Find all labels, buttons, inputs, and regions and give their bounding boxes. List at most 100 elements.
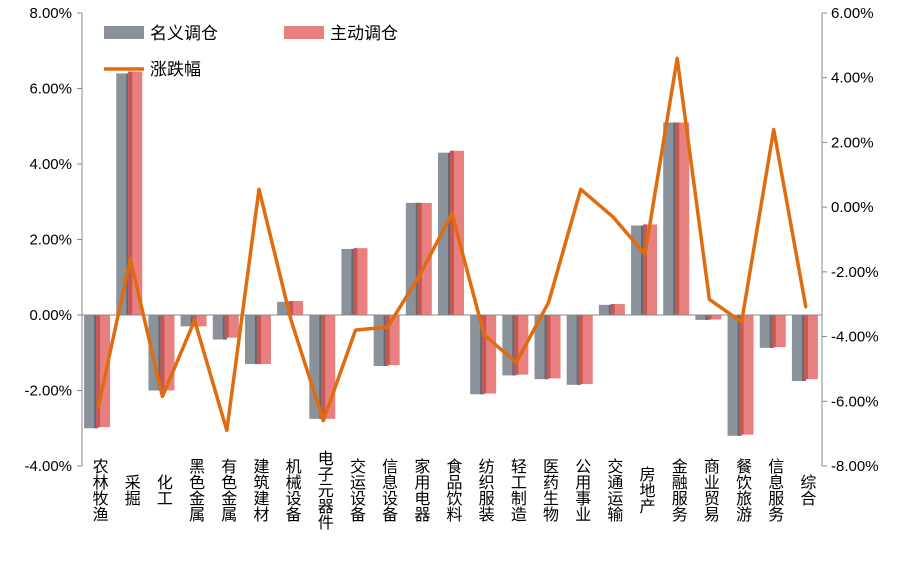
bar-shade (417, 202, 422, 315)
line-point (804, 306, 808, 309)
bar-shade (739, 315, 744, 435)
category-label-text: 综合 (797, 474, 816, 506)
bar-body (610, 304, 625, 315)
bar-body (598, 304, 613, 315)
bar-body (695, 315, 710, 320)
category-label: 化工 (154, 474, 173, 506)
bar-shade (450, 150, 454, 315)
category-label: 家用电器 (411, 458, 430, 522)
right-tick-label: 2.00% (831, 134, 874, 151)
category-label-text: 化工 (154, 474, 173, 506)
category-label: 食品饮料 (444, 458, 463, 522)
bar-shade (96, 315, 101, 428)
category-label-text: 电子元器件 (315, 450, 334, 530)
category-label: 金融服务 (669, 458, 688, 523)
left-tick-label: 2.00% (29, 232, 72, 249)
legend-label-change: 涨跌幅 (150, 60, 201, 80)
category-label-text: 信息设备 (379, 458, 398, 522)
line-point (579, 188, 582, 191)
right-tick-label: -2.00% (831, 264, 879, 281)
category-label-text: 餐饮旅游 (733, 458, 752, 523)
category-label: 电子元器件 (315, 450, 334, 530)
category-label-text: 有色金属 (218, 458, 237, 522)
bar-shade (160, 315, 165, 391)
line-point (225, 429, 228, 432)
line-point (161, 395, 164, 398)
bar-nominal (695, 315, 710, 320)
bar-nominal (791, 315, 806, 382)
category-label-text: 建筑建材 (250, 458, 269, 522)
bar-active (771, 315, 786, 348)
bar-shade (321, 315, 326, 419)
category-label: 交运设备 (347, 458, 366, 522)
line-point (643, 252, 647, 256)
bar-nominal (244, 315, 259, 365)
category-label-text: 房地产 (637, 466, 656, 514)
legend-item-change: 涨跌幅 (104, 60, 201, 80)
bar-shade (224, 315, 229, 338)
bar-nominal (759, 315, 774, 348)
line-point (676, 57, 679, 60)
left-tick-label: -4.00% (24, 458, 72, 475)
left-tick-label: 8.00% (29, 5, 72, 22)
bar-active (224, 315, 239, 338)
category-label-text: 金融服务 (669, 458, 688, 523)
legend-swatch-active (284, 26, 324, 39)
line-point (740, 320, 743, 324)
category-label-text: 公用事业 (572, 458, 591, 522)
bar-active (417, 202, 432, 315)
category-label: 餐饮旅游 (733, 458, 752, 523)
right-tick-label: -4.00% (831, 329, 879, 346)
category-label-text: 食品饮料 (444, 458, 463, 522)
right-tick-label: 0.00% (831, 199, 874, 216)
line-point (354, 328, 357, 332)
right-tick-label: 6.00% (831, 5, 874, 22)
category-label: 交通运输 (604, 458, 623, 522)
bar-nominal (502, 315, 517, 376)
line-point (611, 215, 615, 219)
line-point (322, 419, 325, 422)
bar-nominal (727, 315, 742, 436)
category-label-text: 机械设备 (283, 458, 302, 522)
bar-shade (289, 301, 294, 315)
line-point (386, 325, 389, 329)
right-tick-label: 4.00% (831, 70, 874, 87)
bar-nominal (84, 315, 99, 429)
bar-shade (675, 122, 680, 315)
bar-active (610, 304, 625, 315)
line-point (450, 212, 454, 215)
bar-body (707, 315, 722, 320)
bar-shade (803, 315, 808, 380)
category-label-text: 采掘 (122, 474, 141, 507)
bar-shade (643, 224, 648, 315)
legend-swatch-nominal (104, 26, 144, 39)
bar-active (385, 315, 400, 366)
bar-active (128, 71, 143, 315)
line-point (257, 188, 261, 191)
bar-shade (771, 315, 776, 348)
bar-active (739, 315, 754, 435)
category-label: 房地产 (637, 466, 656, 514)
bar-nominal (598, 304, 613, 315)
category-label-text: 商业贸易 (701, 458, 720, 523)
axes-layer: -4.00% -2.00% 0.00% 2.00% 4.00% 6.00% 8.00% -8.… (24, 5, 878, 530)
category-label: 有色金属 (218, 458, 237, 522)
line-point (482, 333, 486, 337)
category-label: 采掘 (122, 474, 141, 507)
line-point (772, 128, 775, 131)
category-label: 机械设备 (283, 458, 302, 522)
left-tick-label: 0.00% (29, 307, 72, 324)
line-layer (96, 56, 808, 433)
line-point (289, 319, 293, 322)
bar-nominal (566, 315, 581, 385)
left-tick-label: -2.00% (24, 383, 72, 400)
line-point (418, 273, 422, 277)
bar-nominal (116, 73, 131, 316)
right-tick-label: -6.00% (831, 393, 879, 410)
line-point (547, 301, 550, 304)
bar-nominal (341, 248, 356, 315)
bar-active (289, 301, 304, 315)
bar-body (192, 315, 207, 327)
legend-label-nominal: 名义调仓 (150, 24, 218, 44)
